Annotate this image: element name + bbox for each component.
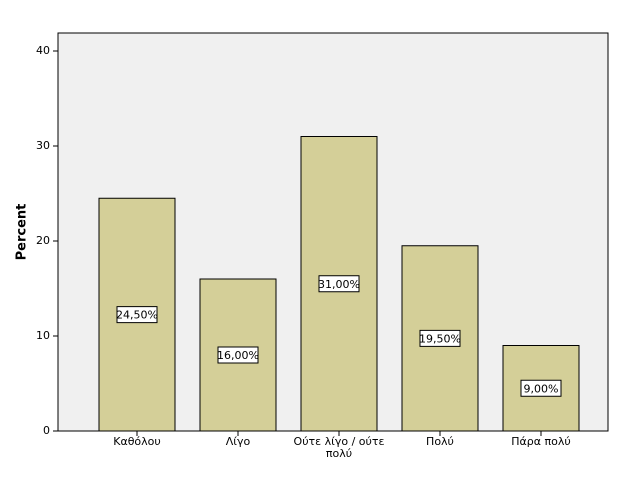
y-tick-label: 0 <box>43 424 50 437</box>
x-tick-label-box: Ούτε λίγο / ούτε πολύ <box>293 436 385 460</box>
x-tick-label: Καθόλου <box>113 436 161 448</box>
y-tick-label: 10 <box>36 329 50 342</box>
x-tick-label: Ούτε λίγο / ούτε πολύ <box>293 436 385 460</box>
x-tick-label-box: Πολύ <box>426 436 454 448</box>
x-tick-label: Λίγο <box>225 436 251 448</box>
value-label: 16,00% <box>217 349 259 362</box>
x-tick-label-box: Καθόλου <box>113 436 161 448</box>
x-tick-label: Πολύ <box>426 436 454 448</box>
x-tick-label-box: Πάρα πολύ <box>511 436 571 448</box>
value-label-box <box>217 346 259 364</box>
value-label: 24,50% <box>116 309 158 322</box>
x-tick-label-box: Λίγο <box>225 436 251 448</box>
y-tick-label: 40 <box>36 44 50 57</box>
value-label-box <box>419 329 461 347</box>
value-label-box <box>116 306 158 324</box>
value-label: 19,50% <box>419 332 461 345</box>
y-tick-label: 30 <box>36 139 50 152</box>
y-axis-label: Percent <box>15 204 30 261</box>
value-label: 31,00% <box>318 278 360 291</box>
x-tick-label: Πάρα πολύ <box>511 436 571 448</box>
value-label-box <box>520 379 562 397</box>
y-tick-label: 20 <box>36 234 50 247</box>
value-label-box <box>318 275 360 293</box>
value-label: 9,00% <box>524 382 559 395</box>
